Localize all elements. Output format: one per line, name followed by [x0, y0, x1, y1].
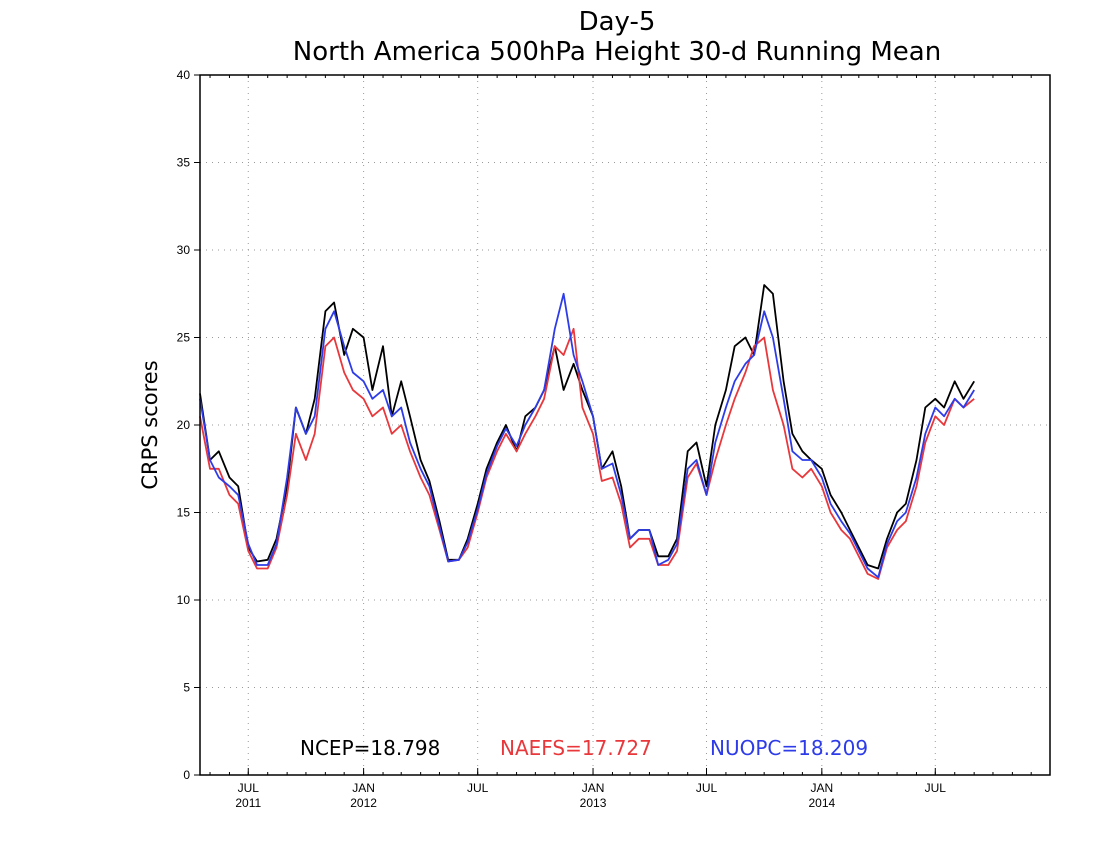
series-line-ncep — [199, 284, 975, 570]
y-tick-label: 35 — [177, 156, 191, 170]
x-tick-label: JAN — [582, 781, 605, 795]
y-tick-label: 15 — [177, 506, 191, 520]
x-tick-label: JUL — [467, 781, 489, 795]
x-tick-label: JUL — [696, 781, 718, 795]
x-tick-label: JAN — [352, 781, 375, 795]
legend-nuopc: NUOPC=18.209 — [710, 736, 868, 760]
x-tick-label: JAN — [810, 781, 833, 795]
y-tick-label: 0 — [183, 768, 190, 782]
y-axis-label: CRPS scores — [138, 360, 162, 489]
y-tick-label: 5 — [183, 681, 190, 695]
y-tick-label: 30 — [177, 243, 191, 257]
y-tick-label: 40 — [177, 68, 191, 82]
x-tick-year: 2012 — [350, 796, 377, 810]
x-tick-year: 2013 — [580, 796, 607, 810]
series-lines — [199, 284, 975, 580]
x-tick-year: 2011 — [235, 796, 261, 810]
y-axis-ticks: 0 5 10 15 20 25 30 35 40 — [177, 68, 200, 782]
x-tick-label: JUL — [238, 781, 260, 795]
x-tick-label: JUL — [925, 781, 947, 795]
chart-subtitle: North America 500hPa Height 30-d Running… — [293, 37, 941, 67]
y-tick-label: 20 — [177, 418, 191, 432]
legend-ncep: NCEP=18.798 — [300, 736, 440, 760]
y-tick-label: 25 — [177, 331, 191, 345]
legend-naefs: NAEFS=17.727 — [500, 736, 652, 760]
series-line-naefs — [199, 327, 975, 580]
series-line-nuopc — [199, 292, 975, 579]
chart-title: Day-5 — [579, 7, 656, 37]
x-tick-year: 2014 — [808, 796, 835, 810]
y-tick-label: 10 — [177, 593, 191, 607]
